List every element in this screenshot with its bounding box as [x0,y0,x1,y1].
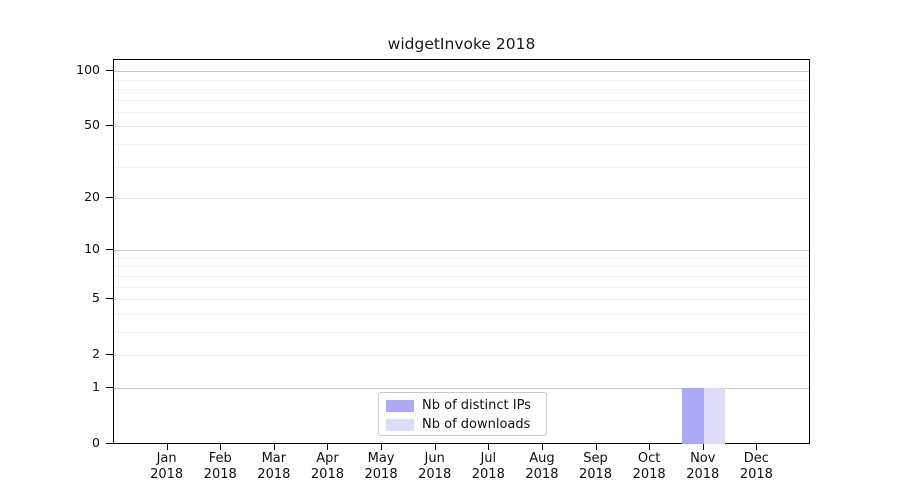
y-axis-tick-label: 10 [84,241,100,257]
y-axis-tick-label: 100 [76,62,100,78]
x-axis-tick-label: Mar 2018 [257,451,291,482]
bar-distinct-ips [682,387,704,444]
x-axis-tick [702,444,704,450]
gridline-major [114,126,809,128]
x-axis-tick-label: Jun 2018 [418,451,452,482]
gridline-minor [114,143,809,145]
y-axis-tick [106,249,113,251]
gridline-minor [114,166,809,168]
y-axis-tick-label: 0 [92,435,100,450]
gridline-minor [114,79,809,81]
plot-area [113,59,810,444]
gridline-minor [114,99,809,101]
x-axis-tick [649,444,651,450]
gridline-minor [114,266,809,268]
gridline-minor [114,111,809,113]
legend-swatch-downloads [386,418,414,431]
gridline-decade [114,71,809,73]
gridline-minor [114,286,809,288]
gridline-minor [114,313,809,315]
x-axis-tick-label: Jan 2018 [150,451,184,482]
legend-item-downloads: Nb of downloads [386,415,539,434]
x-axis-tick-label: May 2018 [364,451,398,482]
x-axis-tick [273,444,275,450]
chart-title: widgetInvoke 2018 [387,35,536,53]
x-axis-tick-label: Dec 2018 [739,451,773,482]
legend-swatch-distinct-ips [386,399,414,412]
x-axis-tick [220,444,222,450]
x-axis-tick-label: Aug 2018 [525,451,559,482]
y-axis-tick [106,298,113,300]
x-axis-tick-label: Jul 2018 [471,451,505,482]
x-axis-tick [166,444,168,450]
y-axis-tick [106,354,113,356]
x-axis-tick-label: Sep 2018 [578,451,613,482]
legend: Nb of distinct IPs Nb of downloads [378,392,547,436]
x-axis-tick-label: Nov 2018 [686,451,720,482]
y-axis-tick-label: 1 [92,378,100,394]
y-axis-tick [106,443,113,444]
x-axis-tick-label: Apr 2018 [310,451,344,482]
x-axis-tick [541,444,543,450]
y-axis-tick [106,197,113,198]
y-axis-tick [106,125,113,127]
gridline-major [114,198,809,199]
y-axis-tick [106,70,113,72]
x-axis-tick [381,444,383,450]
legend-label-downloads: Nb of downloads [422,417,531,432]
legend-item-distinct-ips: Nb of distinct IPs [386,396,539,415]
y-axis-tick-label: 50 [84,117,100,133]
x-axis-tick [327,444,329,450]
gridline-minor [114,275,809,277]
y-axis-tick [106,386,113,388]
y-axis-tick-label: 2 [92,346,100,362]
bar-downloads [703,387,726,444]
x-axis-tick [595,444,597,450]
gridline-minor [114,331,809,333]
x-axis-tick-label: Feb 2018 [203,451,237,482]
gridline-decade [114,387,809,389]
x-axis-tick [488,444,490,450]
x-axis-tick-label: Oct 2018 [632,451,666,482]
x-axis-tick [434,444,436,450]
gridline-decade [114,250,809,252]
y-axis-tick-label: 20 [84,189,100,204]
gridline-minor [114,88,809,90]
gridline-major [114,299,809,301]
gridline-minor [114,257,809,259]
y-axis-tick-label: 5 [92,290,100,306]
gridline-major [114,355,809,357]
legend-label-distinct-ips: Nb of distinct IPs [422,398,531,413]
x-axis-tick [756,444,758,450]
